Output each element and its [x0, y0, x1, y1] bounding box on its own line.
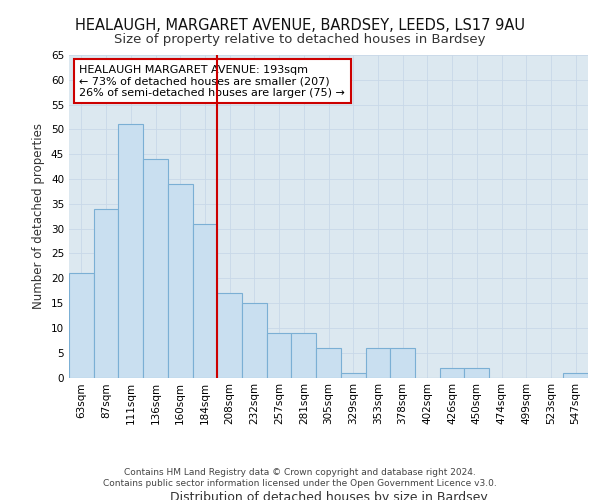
- Bar: [217, 293, 242, 378]
- Bar: [168, 184, 193, 378]
- X-axis label: Distribution of detached houses by size in Bardsey: Distribution of detached houses by size …: [170, 491, 487, 500]
- Y-axis label: Number of detached properties: Number of detached properties: [32, 123, 46, 309]
- Bar: [390, 348, 415, 378]
- Bar: [193, 224, 217, 378]
- Bar: [118, 124, 143, 378]
- Text: HEALAUGH, MARGARET AVENUE, BARDSEY, LEEDS, LS17 9AU: HEALAUGH, MARGARET AVENUE, BARDSEY, LEED…: [75, 18, 525, 32]
- Bar: [94, 209, 118, 378]
- Bar: [267, 333, 292, 378]
- Bar: [143, 159, 168, 378]
- Bar: [341, 372, 365, 378]
- Bar: [464, 368, 489, 378]
- Bar: [365, 348, 390, 378]
- Bar: [69, 274, 94, 378]
- Bar: [316, 348, 341, 378]
- Text: Contains HM Land Registry data © Crown copyright and database right 2024.
Contai: Contains HM Land Registry data © Crown c…: [103, 468, 497, 487]
- Bar: [440, 368, 464, 378]
- Bar: [292, 333, 316, 378]
- Bar: [563, 372, 588, 378]
- Text: Size of property relative to detached houses in Bardsey: Size of property relative to detached ho…: [114, 32, 486, 46]
- Text: HEALAUGH MARGARET AVENUE: 193sqm
← 73% of detached houses are smaller (207)
26% : HEALAUGH MARGARET AVENUE: 193sqm ← 73% o…: [79, 64, 345, 98]
- Bar: [242, 303, 267, 378]
